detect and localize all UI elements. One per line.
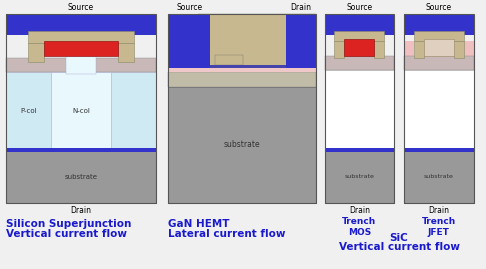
Bar — [169, 13, 315, 68]
Bar — [6, 13, 156, 203]
Bar — [169, 87, 315, 203]
Bar — [169, 13, 315, 203]
Text: Source: Source — [426, 3, 452, 12]
Text: Source: Source — [68, 3, 94, 12]
Bar — [169, 72, 315, 87]
Bar — [404, 13, 474, 203]
Bar — [404, 41, 414, 58]
Bar — [404, 148, 474, 152]
Bar — [345, 39, 374, 56]
Bar — [6, 150, 156, 203]
Bar — [334, 31, 384, 41]
Bar — [28, 43, 44, 62]
Bar — [464, 41, 474, 58]
Text: N-col: N-col — [72, 108, 90, 114]
Bar — [6, 72, 156, 150]
Text: Drain: Drain — [290, 3, 311, 12]
Bar — [6, 13, 156, 35]
Bar — [414, 41, 424, 58]
Text: Drain: Drain — [428, 206, 450, 215]
Text: Drain: Drain — [349, 206, 370, 215]
Text: Lateral current flow: Lateral current flow — [169, 229, 286, 239]
Bar — [325, 13, 394, 35]
Text: SiC: SiC — [390, 233, 408, 243]
Bar — [51, 72, 111, 150]
Bar — [325, 56, 394, 70]
Text: substrate: substrate — [65, 174, 97, 180]
Text: Source: Source — [346, 3, 372, 12]
Bar — [118, 43, 134, 62]
Bar — [6, 148, 156, 152]
Bar — [404, 13, 474, 35]
Bar — [404, 70, 474, 150]
Bar — [210, 65, 286, 68]
Bar — [334, 41, 345, 58]
Text: Trench
MOS: Trench MOS — [342, 217, 377, 237]
Text: Source: Source — [176, 3, 202, 12]
Bar — [424, 39, 454, 56]
Bar — [169, 68, 315, 72]
Bar — [44, 41, 118, 56]
Text: P-col: P-col — [20, 108, 36, 114]
Text: Trench
JFET: Trench JFET — [422, 217, 456, 237]
Text: Silicon Superjunction: Silicon Superjunction — [6, 219, 132, 229]
Bar — [286, 13, 315, 68]
Bar — [198, 13, 315, 68]
Bar — [374, 41, 384, 58]
Text: Vertical current flow: Vertical current flow — [339, 242, 460, 252]
Text: Drain: Drain — [70, 206, 91, 215]
Text: substrate: substrate — [224, 140, 260, 150]
Bar — [6, 58, 156, 72]
Bar — [404, 56, 474, 70]
Text: GaN HEMT: GaN HEMT — [169, 219, 230, 229]
Bar — [454, 41, 464, 58]
Bar — [414, 31, 464, 41]
Text: Vertical current flow: Vertical current flow — [6, 229, 127, 239]
Text: substrate: substrate — [345, 174, 374, 179]
Bar — [404, 150, 474, 203]
Bar — [215, 55, 243, 65]
Bar — [325, 150, 394, 203]
Bar — [325, 70, 394, 150]
Bar — [325, 148, 394, 152]
Bar — [28, 31, 134, 43]
Bar — [169, 13, 210, 68]
Text: substrate: substrate — [424, 174, 454, 179]
Bar — [325, 13, 394, 203]
Bar — [66, 56, 96, 74]
